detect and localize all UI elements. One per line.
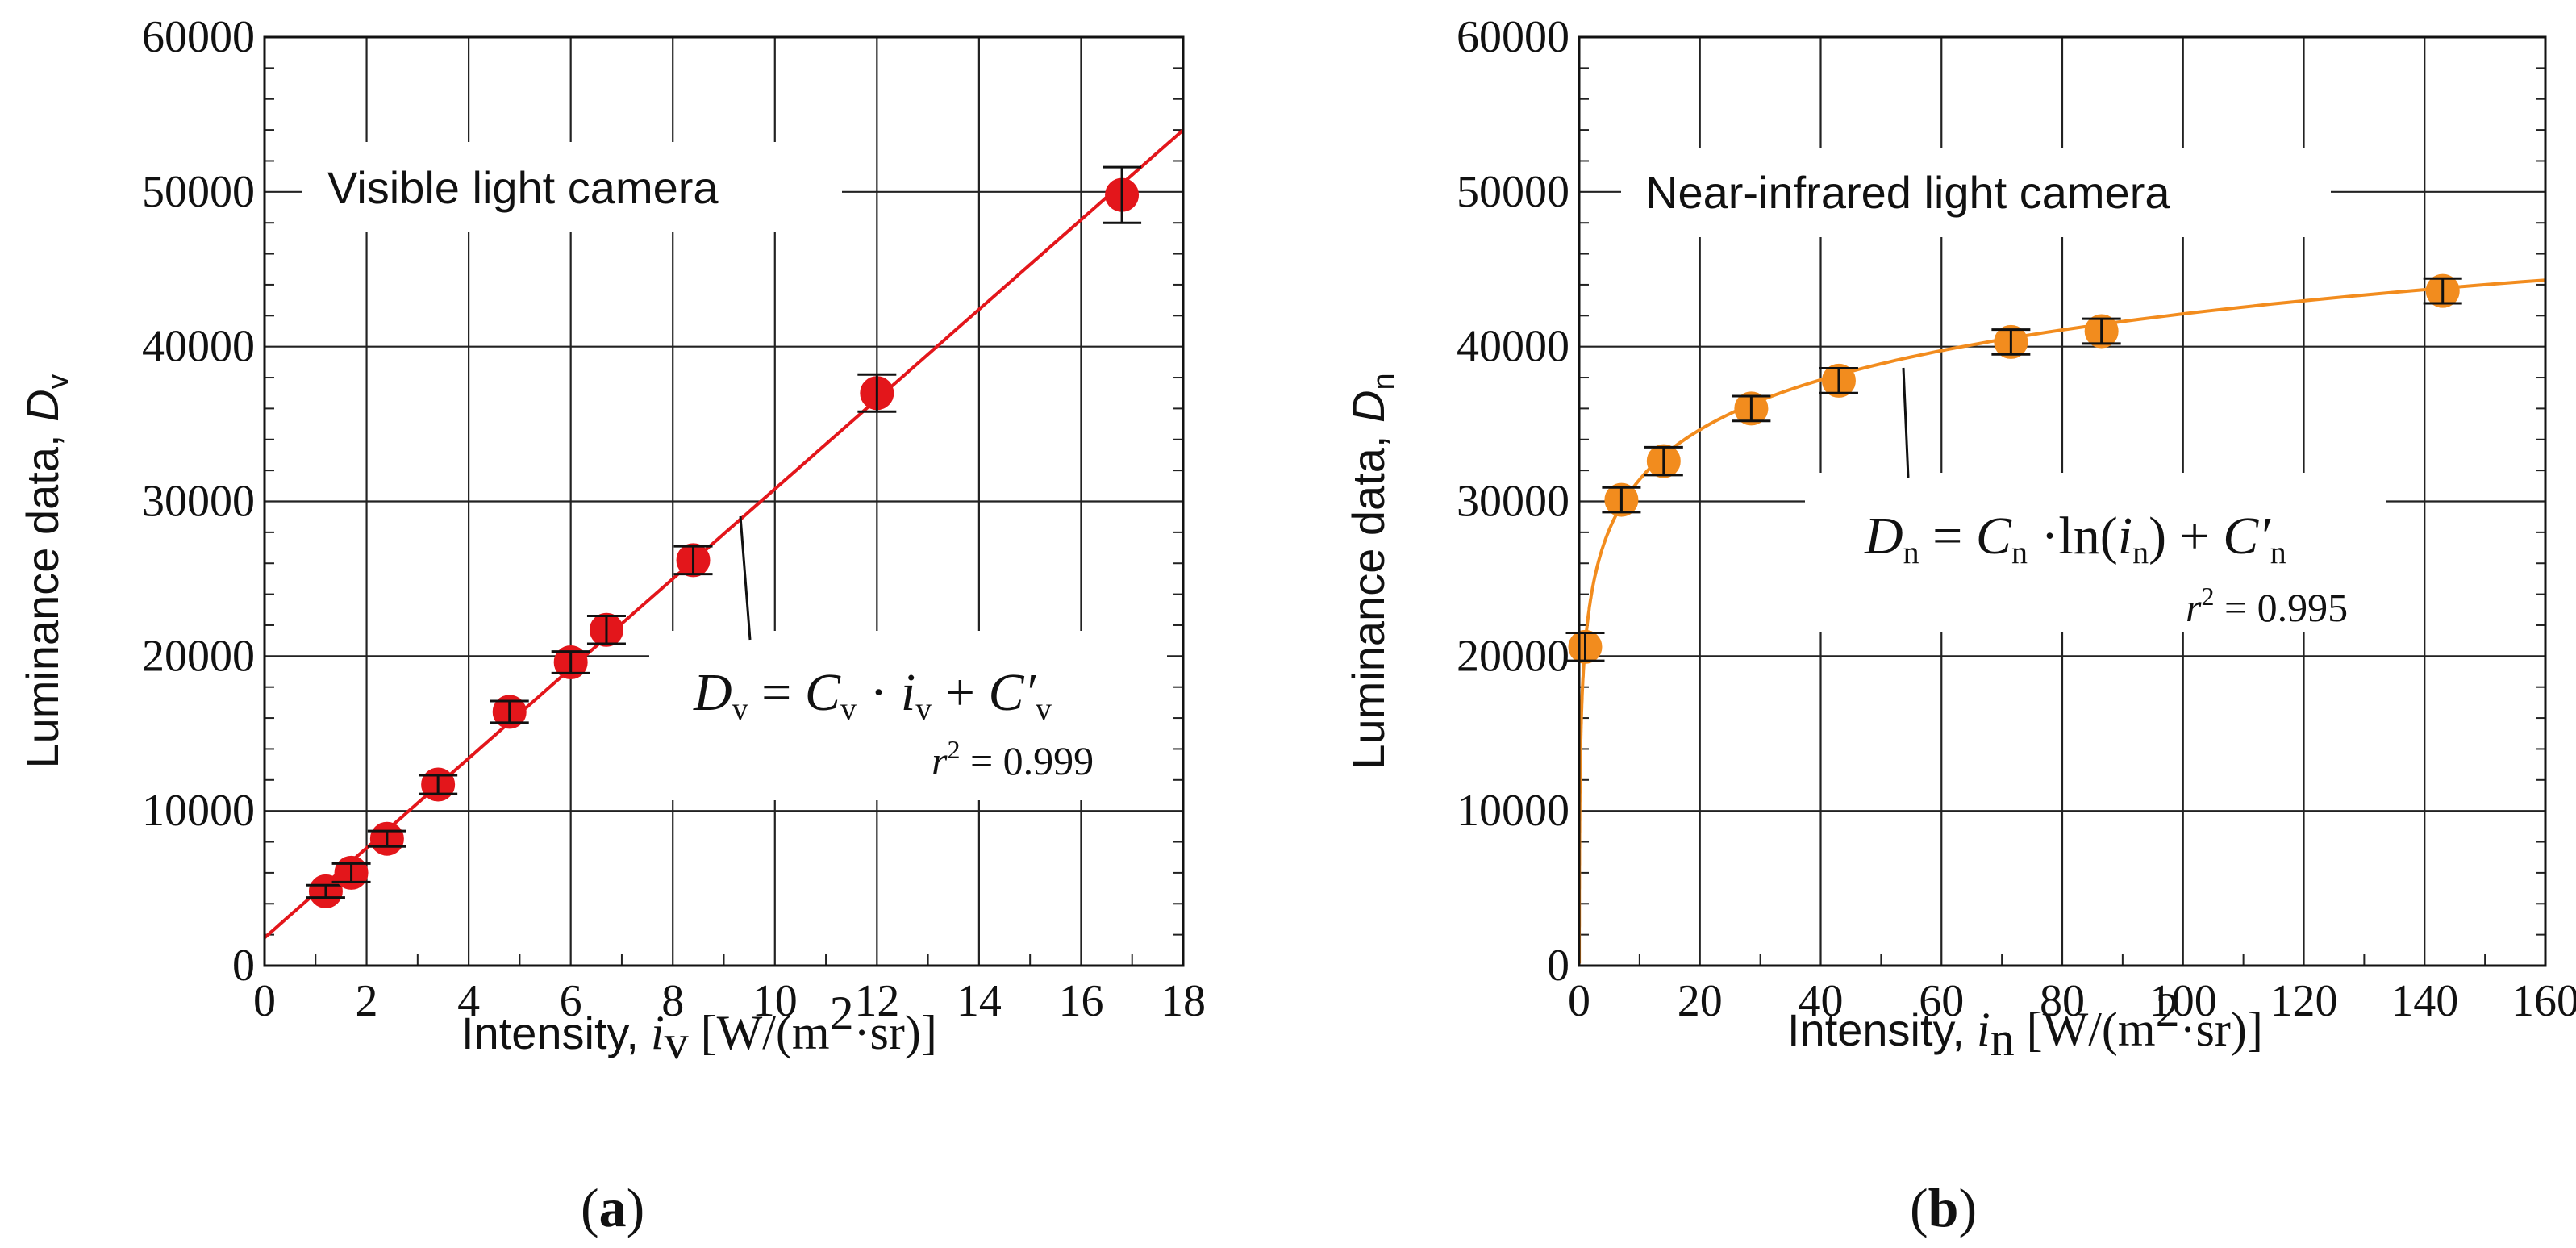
chart-b-y-tick-label: 10000 xyxy=(1457,786,1569,836)
chart-b-title: Near-infrared light camera xyxy=(1645,167,2170,218)
chart-a: 0 2 4 6 8 10 12 14 16 18 0 10000 20000 30000 40000 5000… xyxy=(17,12,1206,1238)
chart-a-y-tick-label: 0 xyxy=(232,941,255,991)
chart-b-data-point xyxy=(1732,391,1771,426)
chart-a-y-tick-label: 20000 xyxy=(142,631,255,681)
chart-a-data-point xyxy=(367,821,406,856)
chart-b-panel-label: (b) xyxy=(1910,1177,1977,1238)
chart-a-x-tick-label: 10 xyxy=(752,976,798,1026)
chart-b-data-point xyxy=(1991,324,2031,359)
chart-b-data-point xyxy=(1565,629,1605,664)
chart-b-x-tick-label: 120 xyxy=(2270,976,2338,1026)
chart-b-r2: r2 = 0.995 xyxy=(2186,582,2348,630)
chart-a-title-box xyxy=(302,142,842,232)
chart-a-x-tick-label: 2 xyxy=(356,976,378,1026)
chart-b-x-tick-label: 140 xyxy=(2391,976,2458,1026)
chart-a-leader-line xyxy=(739,515,752,641)
chart-b-ylabel: Luminance data, Dn xyxy=(1343,373,1401,769)
chart-b-x-tick-label: 100 xyxy=(2149,976,2217,1026)
chart-b-x-tick-label: 0 xyxy=(1568,976,1590,1026)
chart-a-x-tick-label: 0 xyxy=(253,976,276,1026)
chart-b-x-tick-label: 60 xyxy=(1919,976,1964,1026)
chart-a-y-tick-label: 60000 xyxy=(142,12,255,62)
chart-a-x-tick-label: 14 xyxy=(957,976,1002,1026)
chart-b-y-tick-label: 0 xyxy=(1547,941,1569,991)
chart-a-data-point xyxy=(331,855,371,890)
chart-b-xlabel: Intensity, in [W/(m2·sr)] xyxy=(1787,983,2263,1066)
chart-a-data-point xyxy=(419,767,458,802)
chart-b-data-point xyxy=(1819,363,1858,398)
chart-a-data-point xyxy=(306,874,345,908)
chart-b-x-tick-label: 80 xyxy=(2040,976,2085,1026)
chart-a-x-tick-label: 12 xyxy=(854,976,899,1026)
chart-a-y-tick-label: 30000 xyxy=(142,477,255,527)
chart-a-data-point xyxy=(673,543,713,578)
chart-b-data-point xyxy=(2082,314,2121,349)
chart-a-points xyxy=(306,165,1142,908)
chart-b-leader-line xyxy=(1902,367,1910,478)
chart-b-data-point xyxy=(1644,444,1683,478)
chart-b-frame xyxy=(1578,35,2547,967)
chart-b-y-tick-label: 40000 xyxy=(1457,322,1569,372)
chart-b-tick-labels: 0 20 40 60 80 100 120 140 160 0 10000 20000 30000 400… xyxy=(1457,12,2576,1026)
chart-b-y-tick-label: 30000 xyxy=(1457,477,1569,527)
chart-b-points xyxy=(1565,273,2462,664)
chart-a-x-tick-label: 18 xyxy=(1161,976,1206,1026)
chart-a-data-point xyxy=(551,645,590,680)
chart-a-y-tick-label: 10000 xyxy=(142,786,255,836)
chart-b-equation: Dn = Cn ·ln(in) + C′n xyxy=(1864,507,2286,570)
chart-a-x-tick-label: 16 xyxy=(1058,976,1103,1026)
chart-a-fit-line xyxy=(263,128,1185,939)
chart-b-data-point xyxy=(1602,482,1641,517)
chart-b-y-tick-label: 50000 xyxy=(1457,167,1569,217)
chart-a-r2: r2 = 0.999 xyxy=(932,735,1094,783)
chart-b-x-tick-label: 40 xyxy=(1799,976,1844,1026)
chart-a-tick-labels: 0 2 4 6 8 10 12 14 16 18 0 10000 20000 30000 40000 5000… xyxy=(142,12,1206,1026)
chart-b-title-box xyxy=(1621,148,2331,237)
chart-a-data-point xyxy=(1103,165,1142,224)
chart-a-xlabel: Intensity, iv [W/(m2·sr)] xyxy=(461,987,937,1069)
chart-a-x-tick-label: 8 xyxy=(661,976,684,1026)
chart-b-x-tick-label: 20 xyxy=(1678,976,1723,1026)
chart-b-x-tick-label: 160 xyxy=(2511,976,2576,1026)
chart-b-equation-box xyxy=(1805,473,2386,632)
chart-a-data-point xyxy=(586,612,626,647)
chart-a-equation-box xyxy=(649,631,1167,800)
chart-a-frame xyxy=(263,35,1185,967)
chart-a-ylabel: Luminance data, Dv xyxy=(17,374,75,768)
chart-a-y-tick-label: 50000 xyxy=(142,167,255,217)
chart-a-x-tick-label: 6 xyxy=(560,976,582,1026)
chart-a-panel-label: (a) xyxy=(581,1177,644,1238)
chart-b-y-tick-label: 60000 xyxy=(1457,12,1569,62)
chart-a-data-point xyxy=(857,373,897,413)
chart-b-y-tick-label: 20000 xyxy=(1457,631,1569,681)
chart-a-equation: Dv = Cv · iv + C′v xyxy=(693,663,1052,727)
chart-a-data-point xyxy=(490,695,529,729)
chart-b: 0 20 40 60 80 100 120 140 160 0 10000 20000 30000 400… xyxy=(1343,12,2576,1238)
chart-a-title: Visible light camera xyxy=(327,162,719,213)
chart-b-data-point xyxy=(2423,273,2462,308)
chart-a-fit xyxy=(263,128,1185,939)
chart-a-y-tick-label: 40000 xyxy=(142,322,255,372)
chart-a-x-tick-label: 4 xyxy=(457,976,480,1026)
